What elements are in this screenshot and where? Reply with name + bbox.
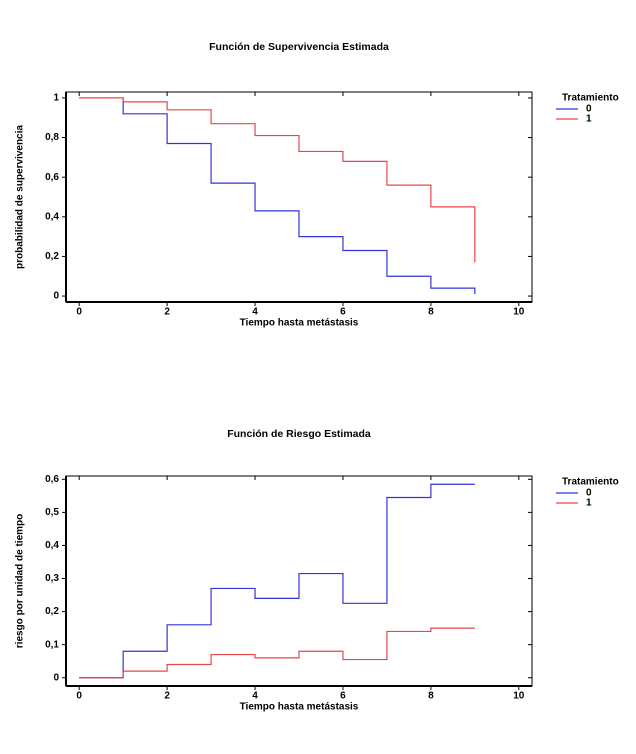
x-tick-label: 10: [513, 307, 525, 318]
legend-label: 0: [586, 104, 592, 115]
y-tick-label: 1: [53, 93, 59, 104]
series-line: [79, 627, 475, 679]
legend-label: 1: [586, 498, 592, 509]
y-tick-label: 0,6: [45, 172, 59, 183]
x-tick-label: 6: [340, 307, 346, 318]
y-tick-label: 0,5: [45, 507, 59, 518]
x-tick-label: 8: [428, 307, 434, 318]
plot-frame: [65, 91, 533, 303]
y-tick-label: 0,4: [45, 540, 59, 551]
x-tick-label: 2: [164, 307, 170, 318]
y-tick-label: 0: [53, 291, 59, 302]
y-axis-label: probabilidad de supervivencia: [15, 125, 26, 269]
x-tick-label: 10: [513, 691, 525, 702]
series-line: [79, 97, 476, 295]
y-tick-label: 0,8: [45, 132, 59, 143]
y-tick-label: 0,4: [45, 211, 59, 222]
legend-label: 1: [586, 114, 592, 125]
x-axis-label: Tiempo hasta metástasis: [240, 702, 359, 713]
legend-label: 0: [586, 488, 592, 499]
x-tick-label: 4: [252, 307, 258, 318]
y-tick-label: 0,3: [45, 573, 59, 584]
y-tick-label: 0,6: [45, 474, 59, 485]
legend-title: Tratamiento: [562, 477, 619, 488]
x-tick-label: 8: [428, 691, 434, 702]
series-line: [79, 483, 475, 679]
y-tick-label: 0,1: [45, 639, 59, 650]
y-axis-label: riesgo por unidad de tiempo: [15, 514, 26, 648]
legend-title: Tratamiento: [562, 93, 619, 104]
x-tick-label: 0: [76, 307, 82, 318]
y-tick-label: 0,2: [45, 251, 59, 262]
x-tick-label: 0: [76, 691, 82, 702]
x-tick-label: 4: [252, 691, 258, 702]
series-line: [79, 97, 476, 263]
y-tick-label: 0,2: [45, 606, 59, 617]
chart-title: Función de Supervivencia Estimada: [209, 41, 389, 53]
x-axis-label: Tiempo hasta metástasis: [240, 318, 359, 329]
chart-title: Función de Riesgo Estimada: [227, 428, 371, 440]
x-tick-label: 6: [340, 691, 346, 702]
y-tick-label: 0: [53, 672, 59, 683]
x-tick-label: 2: [164, 691, 170, 702]
